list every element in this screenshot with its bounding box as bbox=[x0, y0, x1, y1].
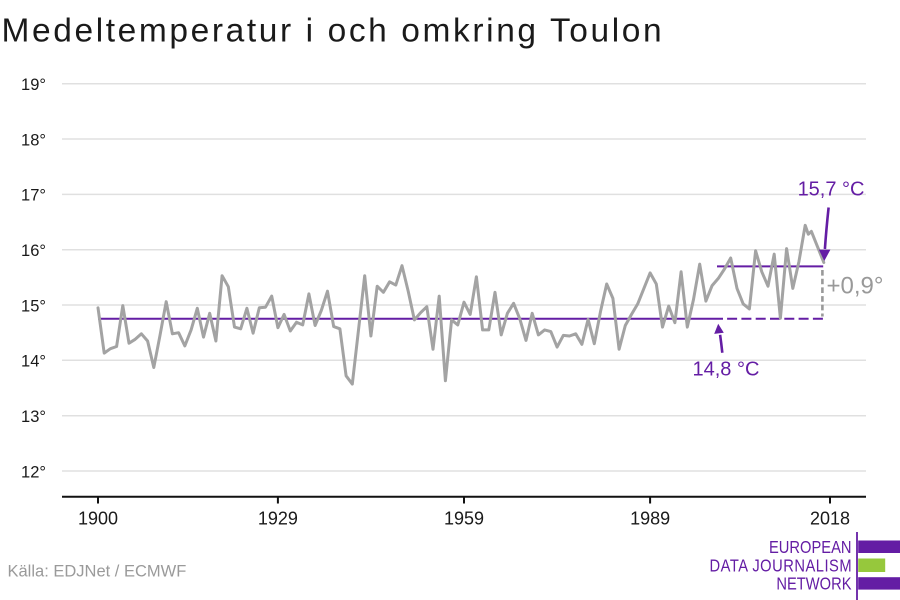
svg-text:15,7 °C: 15,7 °C bbox=[798, 178, 865, 200]
svg-text:13°: 13° bbox=[21, 408, 46, 426]
svg-text:15°: 15° bbox=[21, 297, 46, 315]
svg-text:Medeltemperatur i och omkring: Medeltemperatur i och omkring Toulon bbox=[2, 13, 665, 50]
svg-text:1929: 1929 bbox=[258, 509, 298, 529]
svg-text:14,8 °C: 14,8 °C bbox=[693, 358, 760, 380]
svg-text:DATA JOURNALISM: DATA JOURNALISM bbox=[710, 556, 853, 575]
svg-text:1959: 1959 bbox=[444, 509, 484, 529]
svg-text:+0,9°: +0,9° bbox=[827, 273, 884, 300]
svg-text:EUROPEAN: EUROPEAN bbox=[769, 538, 851, 557]
svg-text:19°: 19° bbox=[21, 76, 46, 94]
svg-text:1989: 1989 bbox=[630, 509, 670, 529]
svg-text:12°: 12° bbox=[21, 463, 46, 481]
svg-text:2018: 2018 bbox=[810, 509, 850, 529]
svg-text:16°: 16° bbox=[21, 242, 46, 260]
svg-text:18°: 18° bbox=[21, 131, 46, 149]
svg-text:Källa: EDJNet / ECMWF: Källa: EDJNet / ECMWF bbox=[8, 562, 187, 580]
svg-text:1900: 1900 bbox=[78, 509, 118, 529]
svg-text:17°: 17° bbox=[21, 187, 46, 205]
svg-text:14°: 14° bbox=[21, 353, 46, 371]
svg-text:NETWORK: NETWORK bbox=[776, 574, 851, 593]
